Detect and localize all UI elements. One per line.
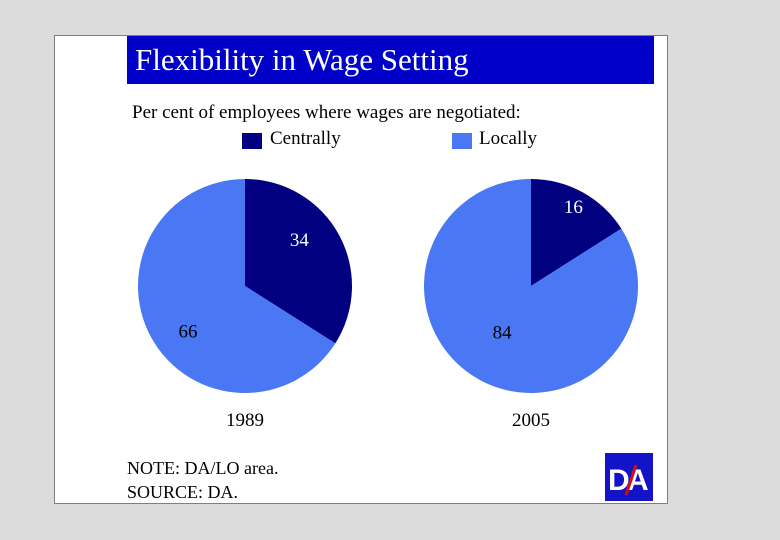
pie-slice-2005-locally — [423, 179, 638, 393]
chart-title: Flexibility in Wage Setting — [127, 36, 654, 84]
data-label-1989-locally: 66 — [179, 321, 198, 342]
data-label-1989-centrally: 34 — [290, 230, 310, 251]
source-text: SOURCE: DA. — [127, 482, 239, 502]
logo-letter-d: D — [608, 464, 630, 497]
pie-slice-2005-centrally — [531, 179, 622, 286]
slide: Flexibility in Wage Setting Per cent of … — [54, 35, 668, 504]
pie-chart-1989: 34 66 1989 — [137, 179, 352, 431]
da-logo-icon: D A — [608, 464, 649, 497]
pie-charts: 34 66 1989 16 84 2005 — [137, 179, 638, 431]
logo-slash — [624, 464, 638, 496]
legend-swatch-centrally — [242, 133, 262, 149]
year-label-2005: 2005 — [512, 410, 550, 431]
pie-slice-1989-centrally — [245, 179, 352, 344]
legend-label-centrally: Centrally — [270, 128, 341, 149]
data-label-2005-centrally: 16 — [564, 197, 583, 218]
da-logo: D A — [605, 453, 653, 501]
year-label-1989: 1989 — [226, 410, 264, 431]
legend-swatch-locally — [452, 133, 472, 149]
footer-notes: NOTE: DA/LO area. SOURCE: DA. — [127, 456, 278, 504]
data-label-2005-locally: 84 — [493, 323, 513, 344]
legend-label-locally: Locally — [479, 128, 538, 149]
pie-chart-2005: 16 84 2005 — [423, 179, 638, 431]
chart-subtitle: Per cent of employees where wages are ne… — [132, 102, 521, 123]
note-text: NOTE: DA/LO area. — [127, 458, 279, 478]
pie-slice-1989-locally — [137, 179, 336, 393]
